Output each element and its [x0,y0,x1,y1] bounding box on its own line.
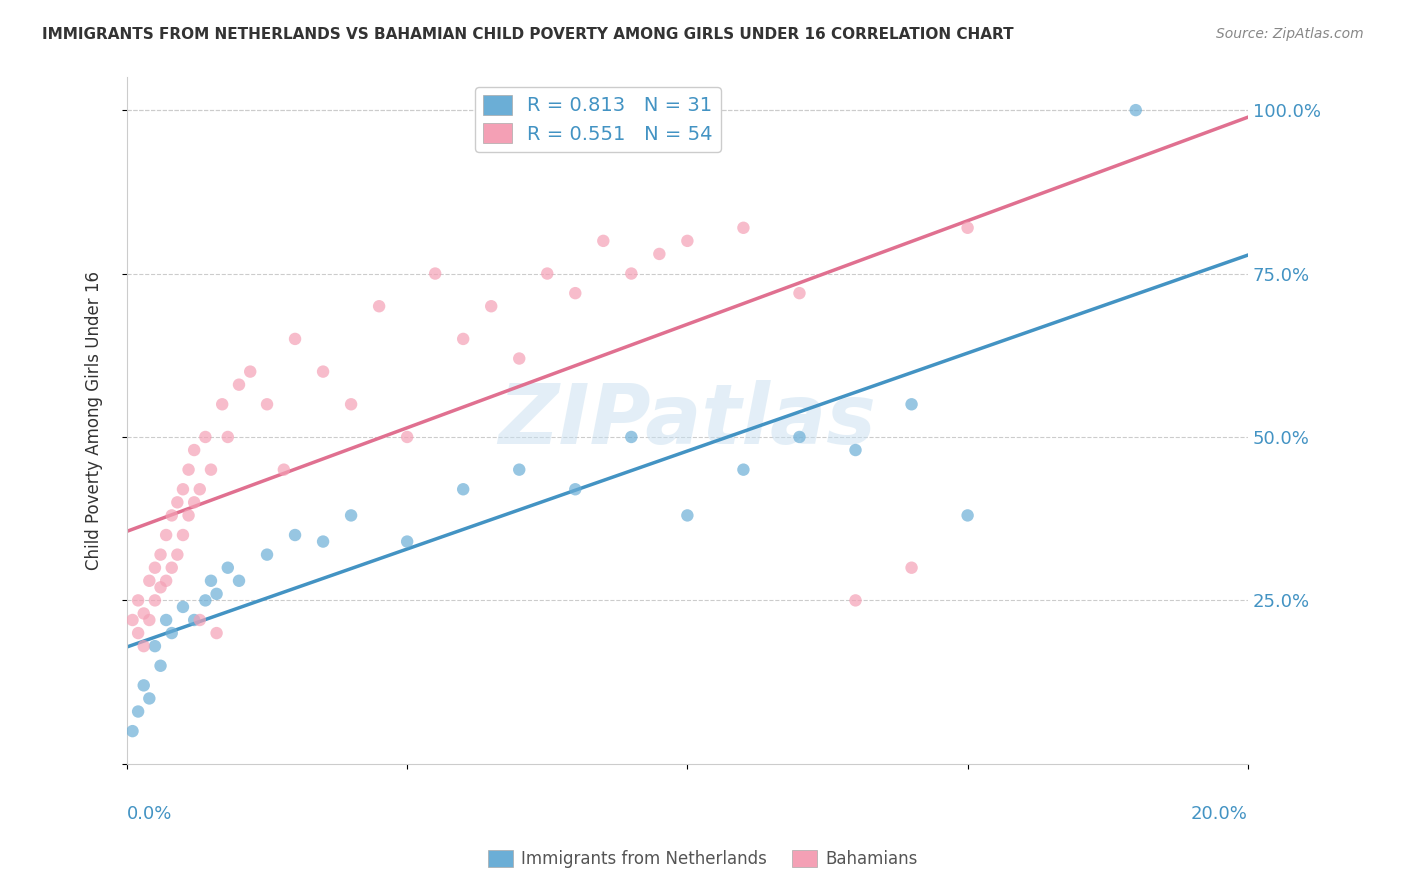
Point [127,626,149,640]
Point [166,548,188,562]
Point [205,626,228,640]
Point [211,397,233,411]
Point [172,599,194,614]
Point [155,574,177,588]
Point [149,658,172,673]
Point [844,443,866,458]
Point [217,560,239,574]
Point [620,430,643,444]
Point [396,430,419,444]
Legend: Immigrants from Netherlands, Bahamians: Immigrants from Netherlands, Bahamians [481,843,925,875]
Point [900,397,922,411]
Point [149,548,172,562]
Text: Source: ZipAtlas.com: Source: ZipAtlas.com [1216,27,1364,41]
Point [166,495,188,509]
Y-axis label: Child Poverty Among Girls Under 16: Child Poverty Among Girls Under 16 [86,271,103,570]
Point [284,332,307,346]
Legend: R = 0.813   N = 31, R = 0.551   N = 54: R = 0.813 N = 31, R = 0.551 N = 54 [475,87,721,152]
Point [121,724,143,739]
Point [228,377,250,392]
Point [564,286,586,301]
Point [138,691,160,706]
Point [127,593,149,607]
Point [508,351,530,366]
Point [143,593,166,607]
Point [183,495,205,509]
Point [149,580,172,594]
Point [256,397,278,411]
Point [256,548,278,562]
Point [508,463,530,477]
Point [396,534,419,549]
Point [676,234,699,248]
Point [205,587,228,601]
Point [155,528,177,542]
Point [312,534,335,549]
Point [132,678,155,692]
Point [676,508,699,523]
Point [121,613,143,627]
Point [648,247,671,261]
Point [160,508,183,523]
Point [451,332,474,346]
Point [479,299,502,313]
Point [194,593,217,607]
Point [143,560,166,574]
Point [733,220,755,235]
Point [273,463,295,477]
Point [620,267,643,281]
Point [900,560,922,574]
Point [451,483,474,497]
Point [564,483,586,497]
Point [228,574,250,588]
Point [138,613,160,627]
Point [160,626,183,640]
Point [132,607,155,621]
Point [340,508,363,523]
Point [844,593,866,607]
Point [789,430,811,444]
Point [312,365,335,379]
Point [217,430,239,444]
Point [160,560,183,574]
Point [188,613,211,627]
Point [956,508,979,523]
Point [155,613,177,627]
Point [284,528,307,542]
Point [200,463,222,477]
Point [177,463,200,477]
Point [733,463,755,477]
Point [200,574,222,588]
Point [177,508,200,523]
Point [138,574,160,588]
Text: IMMIGRANTS FROM NETHERLANDS VS BAHAMIAN CHILD POVERTY AMONG GIRLS UNDER 16 CORRE: IMMIGRANTS FROM NETHERLANDS VS BAHAMIAN … [42,27,1014,42]
Point [127,705,149,719]
Text: 0.0%: 0.0% [127,805,173,823]
Point [132,639,155,653]
Point [425,267,447,281]
Point [183,443,205,458]
Point [956,220,979,235]
Point [592,234,614,248]
Point [183,613,205,627]
Point [1125,103,1147,117]
Point [368,299,391,313]
Point [188,483,211,497]
Point [172,483,194,497]
Point [536,267,558,281]
Point [172,528,194,542]
Point [143,639,166,653]
Point [789,286,811,301]
Point [239,365,262,379]
Point [340,397,363,411]
Text: 20.0%: 20.0% [1191,805,1249,823]
Point [194,430,217,444]
Text: ZIPatlas: ZIPatlas [499,380,876,461]
